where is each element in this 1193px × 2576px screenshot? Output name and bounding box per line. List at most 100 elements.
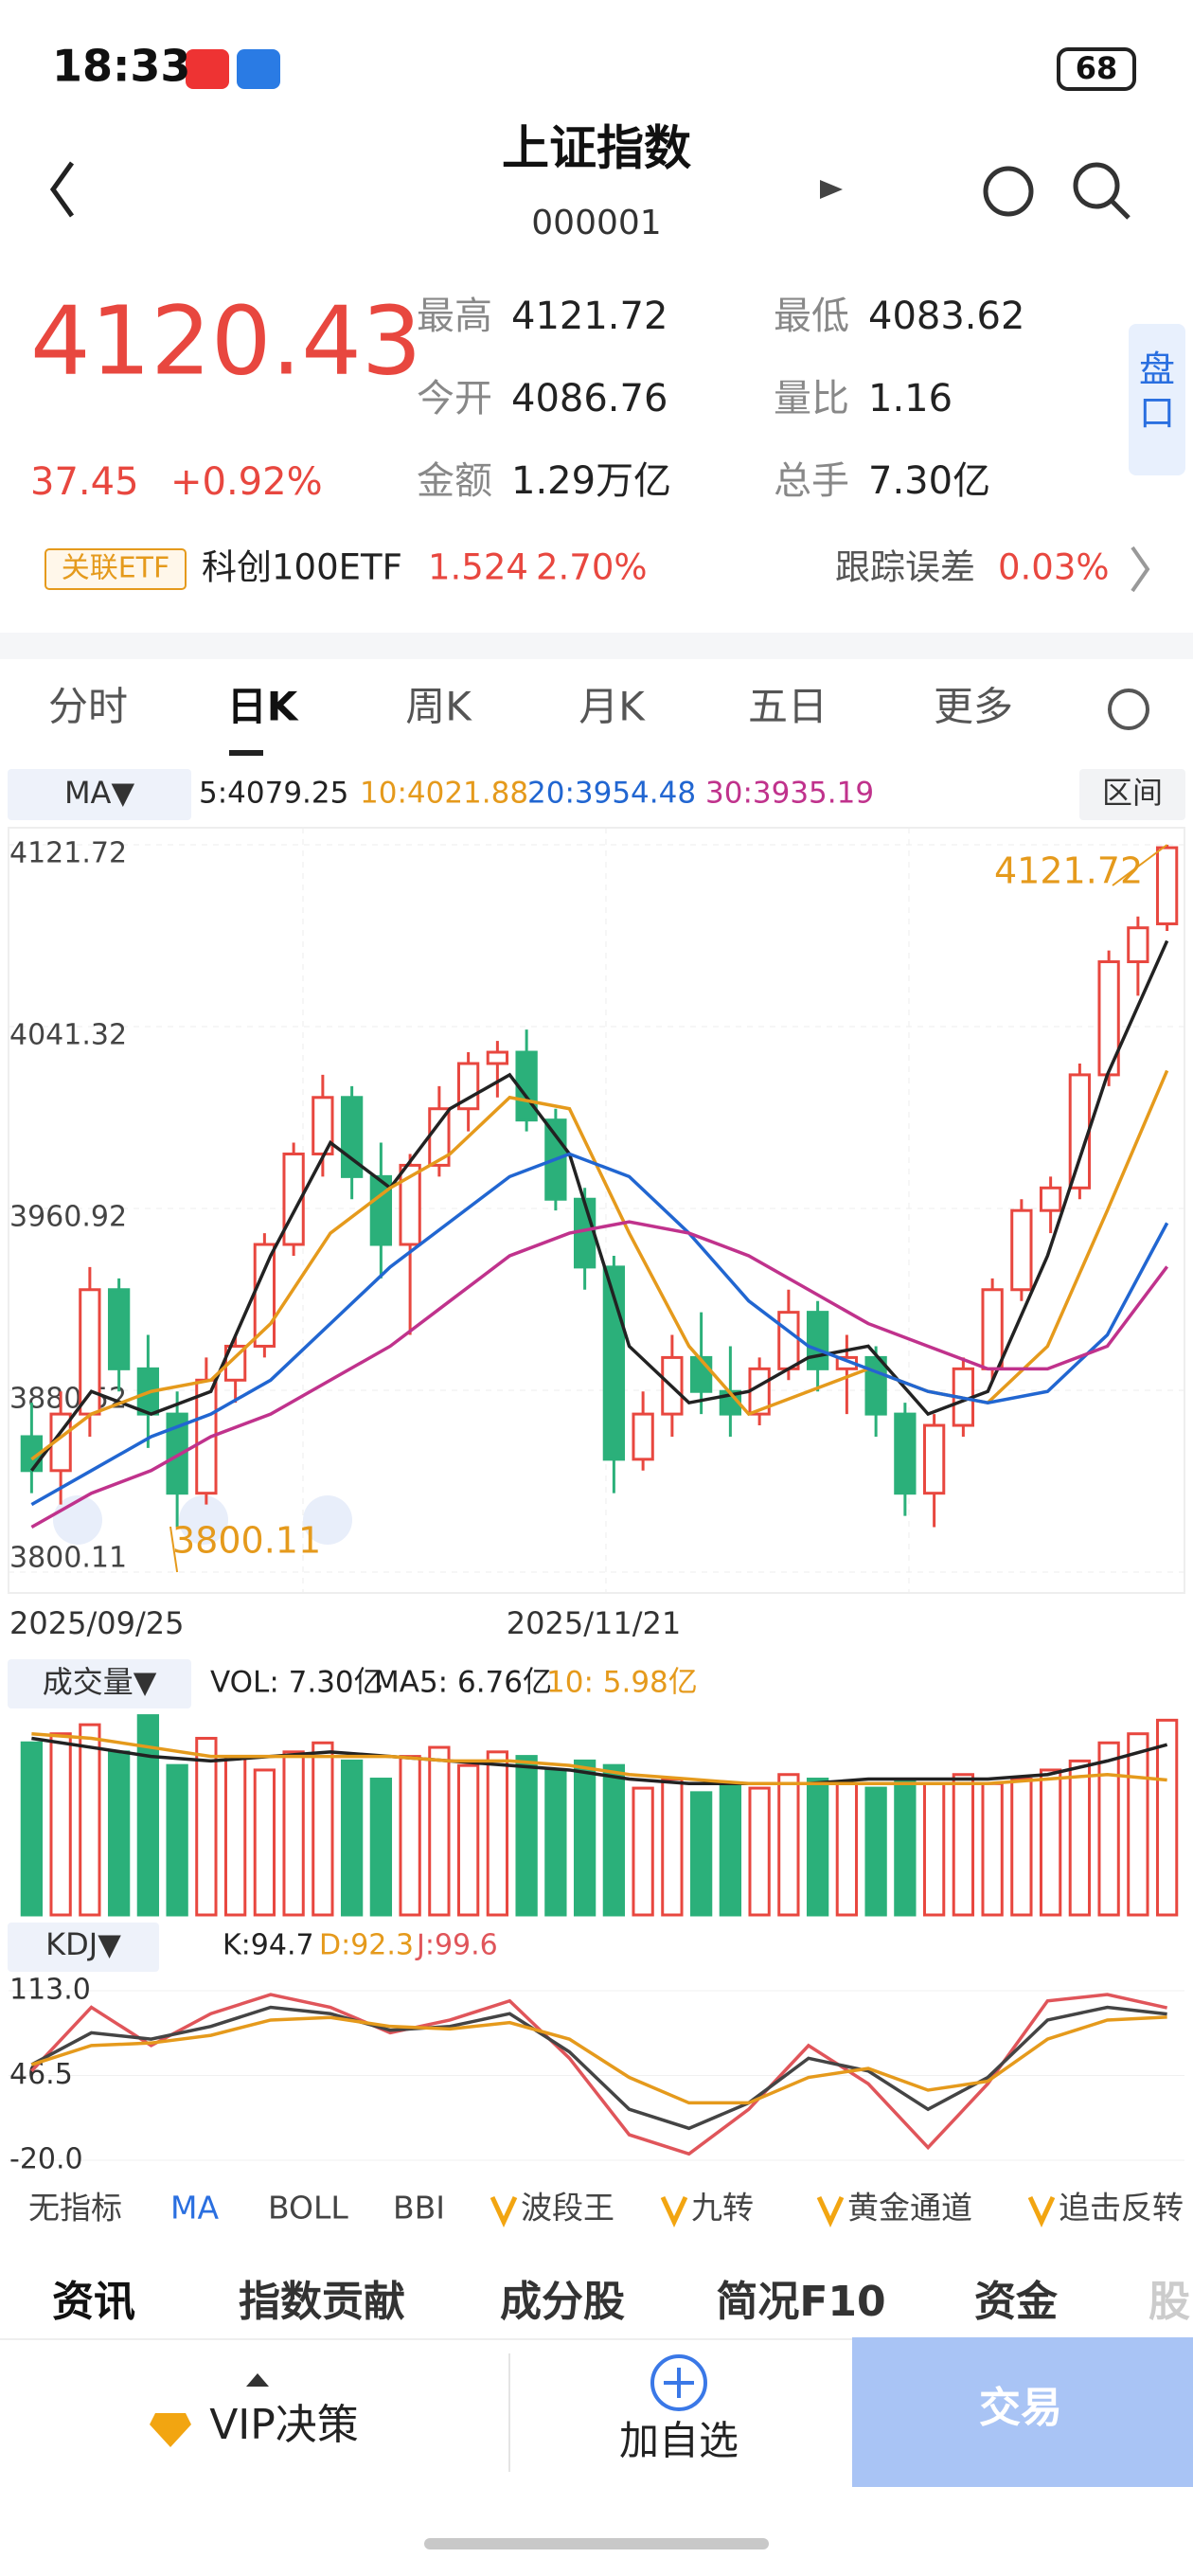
app-icon xyxy=(237,49,280,89)
tracking-label: 跟踪误差 xyxy=(835,547,975,588)
kdj-button[interactable] xyxy=(8,1923,159,1972)
add-plus xyxy=(664,2368,694,2398)
search-handle xyxy=(1110,199,1131,220)
tab[interactable]: 周K xyxy=(405,684,472,730)
volume-bar xyxy=(835,1781,859,1917)
refresh-icon[interactable] xyxy=(983,166,1034,217)
add-icon[interactable] xyxy=(650,2354,707,2411)
bottom-tab[interactable]: 资讯 xyxy=(52,2278,135,2326)
volume-bar xyxy=(369,1778,393,1917)
candle-body xyxy=(369,1174,393,1246)
search-icon[interactable] xyxy=(1073,162,1120,209)
indicator[interactable]: BBI xyxy=(393,2190,445,2227)
code: 000001 xyxy=(531,204,661,242)
zoom-reset[interactable] xyxy=(303,1495,352,1545)
kdj-legend: D:92.3 xyxy=(319,1929,414,1962)
stat-label: 最高 xyxy=(417,295,492,338)
volume-bar xyxy=(399,1755,421,1917)
tab[interactable]: 五日 xyxy=(748,684,828,730)
etf-tag xyxy=(45,548,187,590)
indicator[interactable]: 黄金通道 xyxy=(847,2190,972,2227)
volume-bar xyxy=(864,1786,887,1917)
high-label: 4121.72 xyxy=(994,850,1143,892)
battery xyxy=(1057,47,1136,91)
candle-body xyxy=(1155,846,1179,925)
candle-body xyxy=(922,1423,946,1495)
indicator[interactable]: 无指标 xyxy=(28,2190,122,2227)
watch-button[interactable]: 加自选 xyxy=(619,2418,739,2464)
candle-body xyxy=(806,1311,829,1370)
volume-bar xyxy=(661,1778,684,1917)
indicator[interactable]: 追击反转 xyxy=(1059,2190,1184,2227)
volume-bar xyxy=(1097,1741,1120,1917)
volume-bar xyxy=(428,1745,451,1917)
volume-bar xyxy=(689,1791,713,1917)
stat-value: 1.16 xyxy=(868,377,953,420)
range-button[interactable] xyxy=(1079,769,1185,820)
volume-bar xyxy=(166,1763,188,1917)
battery-level: 68 xyxy=(1076,50,1118,86)
volume-bar xyxy=(981,1781,1004,1917)
volume-bar xyxy=(602,1763,626,1917)
stat-label: 总手 xyxy=(774,459,849,503)
vol-button-text[interactable]: 成交量▼ xyxy=(43,1664,157,1700)
kdj-tick-label: 113.0 xyxy=(9,1974,91,2007)
vol-button[interactable] xyxy=(8,1659,191,1708)
volume-bar xyxy=(49,1732,72,1917)
zoom-out[interactable] xyxy=(179,1495,228,1545)
bottom-tab[interactable]: 股 xyxy=(1148,2278,1190,2326)
chevron[interactable] xyxy=(1131,546,1150,593)
plot-frame xyxy=(8,827,1185,1594)
settings-icon[interactable] xyxy=(1108,689,1149,730)
candle-body xyxy=(1039,1186,1062,1212)
kdj-button-text[interactable]: KDJ▼ xyxy=(45,1926,121,1962)
tab[interactable]: 日K xyxy=(227,684,299,730)
y-tick-label: 3800.11 xyxy=(9,1542,127,1575)
kdj-legend: K:94.7 xyxy=(223,1929,314,1962)
bottom-tab[interactable]: 简况F10 xyxy=(716,2278,885,2326)
stat-value: 4083.62 xyxy=(868,295,1024,338)
tab[interactable]: 月K xyxy=(579,684,646,730)
tab[interactable]: 更多 xyxy=(934,684,1013,730)
indicator[interactable]: BOLL xyxy=(268,2190,348,2227)
ma-legend: 20:3954.48 xyxy=(527,777,696,811)
vip-mark xyxy=(490,2195,518,2227)
ma-button-text[interactable]: MA▼ xyxy=(64,775,135,811)
volume-bar xyxy=(1068,1759,1092,1917)
volume-bar xyxy=(195,1736,218,1917)
ma-legend: 30:3935.19 xyxy=(705,777,874,811)
indicator[interactable]: 九转 xyxy=(691,2190,754,2227)
vip-button[interactable]: VIP决策 xyxy=(209,2401,359,2449)
y-tick-label: 4121.72 xyxy=(9,837,127,870)
title: 上证指数 xyxy=(502,121,691,176)
side-tab[interactable]: 盘口 xyxy=(1139,349,1175,434)
indicator[interactable]: MA xyxy=(170,2190,219,2227)
volume-bar xyxy=(107,1750,131,1917)
bottom-tab[interactable]: 成分股 xyxy=(500,2278,625,2326)
bottom-tab[interactable]: 指数贡献 xyxy=(239,2278,405,2326)
volume-bar xyxy=(632,1786,654,1917)
volume-bar xyxy=(922,1781,946,1917)
volume-bar xyxy=(544,1768,567,1917)
play-icon[interactable] xyxy=(820,180,843,199)
bottom-tab[interactable]: 资金 xyxy=(974,2278,1059,2326)
trade-button[interactable] xyxy=(852,2337,1193,2487)
stat-value: 7.30亿 xyxy=(868,459,990,503)
ma-button[interactable] xyxy=(8,769,191,820)
stat-label: 金额 xyxy=(417,459,492,503)
high-pointer xyxy=(1112,844,1168,886)
kdj-legend: J:99.6 xyxy=(415,1929,498,1962)
side-tab-bg[interactable] xyxy=(1129,324,1185,475)
candle-body xyxy=(1127,926,1149,964)
tab[interactable]: 分时 xyxy=(48,684,128,730)
back-button[interactable] xyxy=(49,161,75,218)
change: 37.45 xyxy=(30,460,139,504)
candle-body xyxy=(864,1355,887,1416)
etf-name: 科创100ETF xyxy=(202,547,402,588)
volume-bar xyxy=(486,1750,509,1917)
trade-text[interactable]: 交易 xyxy=(979,2384,1062,2432)
volume-bar xyxy=(719,1781,742,1917)
indicator[interactable]: 波段王 xyxy=(521,2190,614,2227)
range-text[interactable]: 区间 xyxy=(1102,775,1163,811)
clock: 18:33 xyxy=(52,41,190,92)
